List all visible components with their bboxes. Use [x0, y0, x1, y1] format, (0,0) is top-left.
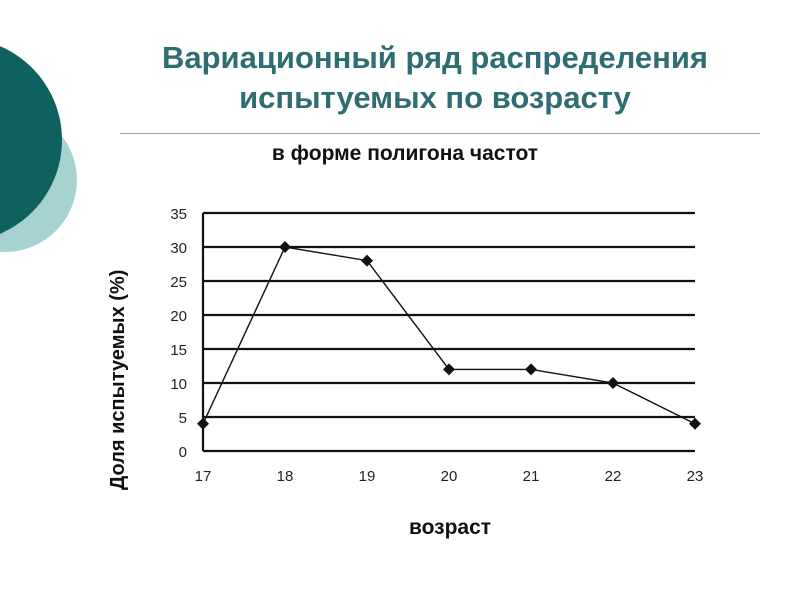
data-point-22: [607, 377, 619, 389]
x-tick-label: 20: [441, 468, 458, 485]
y-tick-label: 5: [179, 410, 187, 427]
y-tick-label: 0: [179, 444, 187, 461]
title-line-1: Вариационный ряд распределения: [161, 40, 709, 75]
title-line-2: испытуемых по возрасту: [239, 80, 631, 115]
series-line: [202, 246, 696, 425]
x-tick-label: 23: [687, 468, 704, 485]
slide-title: Вариационный ряд распределения испытуемы…: [90, 38, 780, 118]
y-tick-label: 10: [170, 376, 187, 393]
y-tick-label: 35: [170, 206, 187, 223]
y-tick-label: 25: [170, 274, 187, 291]
x-tick-label: 21: [523, 468, 540, 485]
title-divider: [120, 133, 760, 134]
frequency-polygon-chart: 0 5 10 15 20 25 30 35 17 18 19 20 21 22 23: [170, 206, 704, 485]
data-point-21: [525, 363, 537, 376]
data-point-19: [361, 254, 373, 267]
y-tick-label: 20: [170, 308, 187, 325]
x-tick-label: 22: [605, 468, 622, 485]
x-tick-label: 19: [359, 468, 376, 485]
x-axis-label: возраст: [408, 516, 492, 539]
y-tick-label: 15: [170, 342, 187, 359]
deco-circle-dark: [0, 46, 62, 234]
chart-subtitle: в форме полигона частот: [271, 142, 539, 165]
data-point-23: [689, 417, 701, 430]
x-tick-label: 17: [195, 468, 212, 485]
data-point-20: [443, 363, 455, 376]
decorative-circles: [0, 0, 140, 340]
y-axis-label: Доля испытуемых (%): [107, 269, 129, 490]
y-tick-label: 30: [170, 240, 187, 257]
data-point-17: [197, 417, 209, 430]
data-point-18: [279, 241, 291, 253]
x-tick-label: 18: [277, 468, 294, 485]
